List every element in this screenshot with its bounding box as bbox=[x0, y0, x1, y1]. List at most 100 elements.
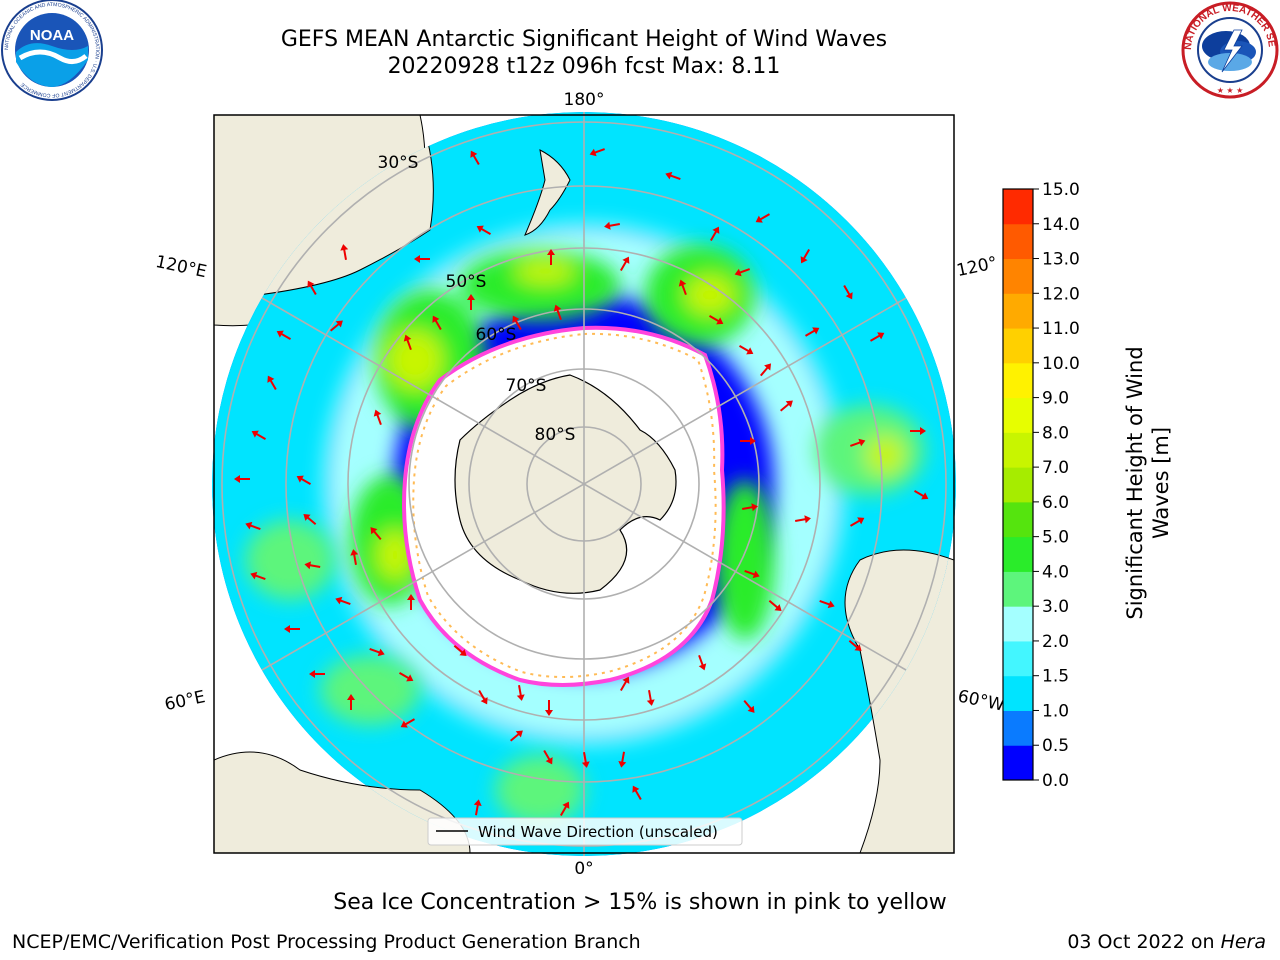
arrow bbox=[850, 517, 865, 527]
colorbar-tick-label: 2.0 bbox=[1042, 632, 1069, 652]
arrow bbox=[350, 549, 359, 565]
wind-wave-arrows bbox=[234, 148, 929, 816]
colorbar-swatches bbox=[1003, 189, 1033, 781]
lat-label-50s: 50°S bbox=[446, 272, 487, 292]
arrow bbox=[303, 513, 317, 525]
colorbar-tick-label: 9.0 bbox=[1042, 389, 1069, 409]
footer-host: Hera bbox=[1220, 931, 1266, 953]
footer-credit: NCEP/EMC/Verification Post Processing Pr… bbox=[12, 931, 641, 953]
colorbar-label-line1: Significant Height of Wind bbox=[1123, 346, 1147, 619]
arrow bbox=[742, 503, 758, 512]
arrow bbox=[734, 268, 750, 277]
national-weather-service-logo: NATIONAL WEATHER SERVICE ★ ★ ★ bbox=[1176, 0, 1279, 99]
arrow bbox=[800, 249, 810, 264]
colorbar-band bbox=[1003, 501, 1033, 538]
svg-text:★ ★ ★: ★ ★ ★ bbox=[1217, 86, 1244, 95]
arrow bbox=[400, 718, 415, 728]
colorbar-band bbox=[1003, 397, 1033, 433]
noaa-logo-text: NOAA bbox=[30, 27, 74, 44]
lat-label-80s: 80°S bbox=[535, 425, 576, 445]
colorbar-band bbox=[1003, 189, 1033, 225]
lat-label-70s: 70°S bbox=[506, 376, 547, 396]
arrow bbox=[665, 171, 681, 180]
lon-label-60e: 60°E bbox=[163, 687, 207, 715]
arrow bbox=[276, 330, 291, 340]
arrow bbox=[296, 475, 311, 485]
arrow bbox=[632, 785, 642, 800]
lat-label-60s: 60°S bbox=[476, 325, 517, 345]
colorbar-tick-label: 15.0 bbox=[1042, 180, 1080, 200]
arrow bbox=[267, 375, 277, 390]
arrow bbox=[414, 255, 430, 263]
colorbar-tick-label: 13.0 bbox=[1042, 250, 1080, 270]
arrow bbox=[309, 670, 325, 678]
graticule bbox=[221, 112, 947, 856]
lat-label-30s: 30°S bbox=[378, 153, 419, 173]
colorbar-tick-label: 0.0 bbox=[1042, 771, 1069, 791]
arrow bbox=[646, 690, 655, 706]
arrow bbox=[510, 730, 523, 742]
arrow bbox=[744, 570, 760, 579]
colorbar-band bbox=[1003, 571, 1033, 607]
arrow bbox=[553, 304, 562, 320]
arrow bbox=[819, 600, 835, 609]
arrow bbox=[848, 640, 862, 652]
colorbar-band bbox=[1003, 640, 1033, 677]
arrow bbox=[467, 294, 475, 310]
arrow bbox=[340, 244, 349, 260]
colorbar-tick-label: 8.0 bbox=[1042, 423, 1069, 443]
colorbar-tick-label: 1.5 bbox=[1042, 667, 1069, 687]
arrow bbox=[373, 409, 382, 425]
colorbar-tick-label: 3.0 bbox=[1042, 597, 1069, 617]
arrow bbox=[251, 430, 266, 440]
arrow bbox=[304, 561, 321, 570]
colorbar-tick-label: 14.0 bbox=[1042, 215, 1080, 235]
arrow bbox=[805, 327, 820, 337]
arrow bbox=[512, 315, 522, 330]
arrow bbox=[369, 648, 385, 657]
colorbar-tick-label: 7.0 bbox=[1042, 458, 1069, 478]
arrow bbox=[407, 594, 415, 610]
colorbar-ticks: 0.0 0.5 1.0 1.5 2.0 3.0 4.0 5.0 6.0 7.0 8.0 9.0 10.0… bbox=[1033, 180, 1080, 791]
arrow bbox=[478, 690, 488, 705]
colorbar-band bbox=[1003, 467, 1033, 503]
arrow bbox=[743, 700, 755, 713]
colorbar-band bbox=[1003, 710, 1033, 746]
colorbar-band bbox=[1003, 536, 1033, 572]
arrow bbox=[755, 213, 770, 223]
colorbar-band bbox=[1003, 606, 1033, 642]
arrow bbox=[914, 490, 929, 500]
arrow bbox=[403, 334, 412, 350]
arrow bbox=[432, 315, 442, 330]
arrow bbox=[370, 527, 382, 540]
colorbar-band bbox=[1003, 258, 1033, 294]
colorbar-tick-label: 1.0 bbox=[1042, 701, 1069, 721]
arrow bbox=[709, 315, 724, 325]
arrow bbox=[678, 279, 687, 295]
colorbar-band bbox=[1003, 223, 1033, 260]
colorbar-band bbox=[1003, 675, 1033, 711]
footer-date: 03 Oct 2022 on Hera bbox=[1067, 931, 1266, 953]
arrow bbox=[760, 363, 772, 377]
arrow bbox=[284, 625, 300, 633]
noaa-logo: NOAA NATIONAL OCEANIC AND ATMOSPHERIC AD… bbox=[1, 0, 103, 101]
colorbar-label-line2: Waves [m] bbox=[1149, 427, 1173, 539]
arrow bbox=[850, 438, 866, 447]
lon-label-120e: 120°E bbox=[154, 252, 209, 282]
colorbar-frame bbox=[1002, 188, 1034, 781]
arrow bbox=[768, 600, 782, 612]
arrow bbox=[910, 427, 926, 435]
sea-ice-caption: Sea Ice Concentration > 15% is shown in … bbox=[333, 890, 947, 915]
colorbar-tick-label: 10.0 bbox=[1042, 354, 1080, 374]
arrow bbox=[618, 751, 627, 768]
arrow bbox=[516, 685, 525, 701]
arrow bbox=[739, 345, 754, 355]
arrow bbox=[476, 225, 491, 235]
legend-label: Wind Wave Direction (unscaled) bbox=[478, 823, 718, 841]
colorbar-tick-label: 0.5 bbox=[1042, 736, 1069, 756]
arrow bbox=[347, 694, 355, 710]
arrow bbox=[335, 596, 351, 605]
arrow bbox=[545, 700, 553, 716]
arrow bbox=[589, 148, 605, 157]
colorbar-band bbox=[1003, 362, 1033, 399]
